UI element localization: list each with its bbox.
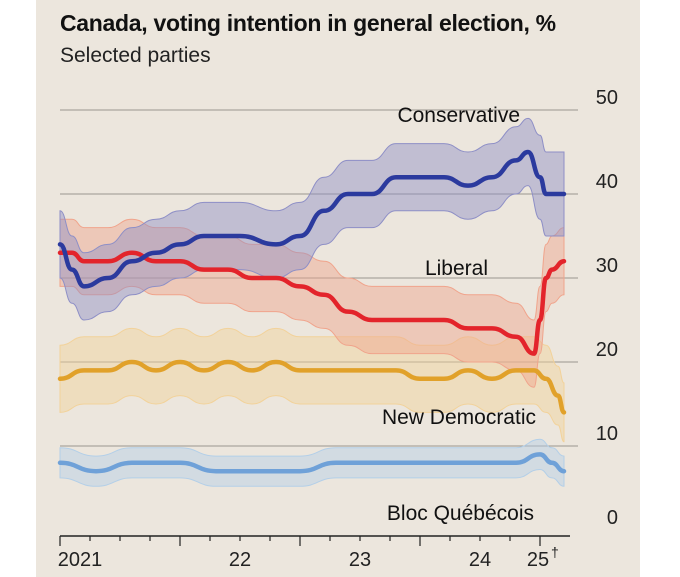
chart-panel: Canada, voting intention in general elec… <box>36 0 640 577</box>
y-tick-label: 20 <box>596 339 618 361</box>
line-liberal <box>57 250 567 356</box>
x-tick-label: 22 <box>229 549 251 571</box>
series-label: Conservative <box>397 104 520 127</box>
x-tick-label: 25 <box>527 549 549 571</box>
series-label: Bloc Québécois <box>387 502 534 525</box>
y-tick-label: 0 <box>607 507 618 529</box>
y-tick-label: 30 <box>596 255 618 277</box>
line-chart: 0 10 20 30 40 50 Conservative Liberal New Democr… <box>57 87 618 571</box>
line-new-democratic <box>57 359 567 415</box>
x-tick-label: 23 <box>349 549 371 571</box>
x-tick-note: † <box>551 544 559 560</box>
chart-subtitle: Selected parties <box>60 44 211 67</box>
series-label: Liberal <box>425 257 488 280</box>
series-label: New Democratic <box>382 406 536 429</box>
y-tick-label: 50 <box>596 87 618 109</box>
band-new-democratic <box>59 327 565 443</box>
y-tick-label: 10 <box>596 423 618 445</box>
line-bloc-qu-b-cois <box>57 452 567 474</box>
chart-title: Canada, voting intention in general elec… <box>60 10 556 36</box>
x-tick-label: 2021 <box>58 549 103 571</box>
x-tick-label: 24 <box>469 549 491 571</box>
y-tick-label: 40 <box>596 171 618 193</box>
line-conservative <box>57 149 567 289</box>
band-bloc-qu-b-cois <box>59 438 565 487</box>
